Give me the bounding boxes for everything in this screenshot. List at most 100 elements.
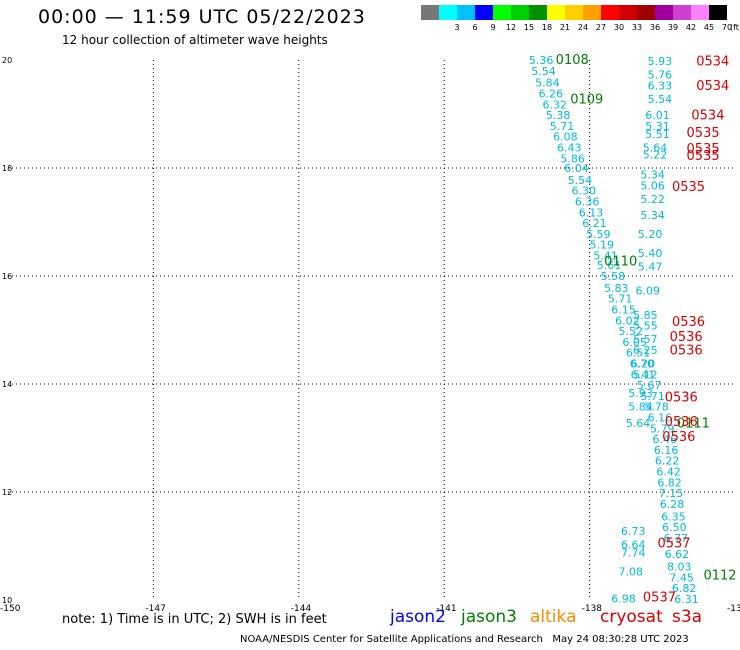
track-id-label: 0111	[677, 416, 710, 431]
longitude-label: -138	[582, 604, 603, 614]
wave-height-value: 5.31	[645, 120, 670, 133]
legend-label: 12	[505, 23, 517, 32]
wave-height-value: 6.51	[626, 347, 651, 360]
wave-height-value: 6.26	[539, 87, 564, 100]
wave-height-value: 6.98	[611, 592, 636, 605]
wave-height-value: 5.71	[640, 390, 665, 403]
wave-height-value: 5.64	[626, 417, 651, 430]
longitude-label: -144	[291, 604, 312, 614]
track-id-label: 0536	[662, 430, 695, 445]
latitude-label: 14	[2, 380, 12, 389]
wave-height-value: 6.43	[557, 141, 582, 154]
wave-height-value: 6.77	[664, 532, 689, 545]
legend-label: 30	[613, 23, 625, 32]
legend-swatch	[511, 5, 529, 20]
wave-height-value: 5.71	[550, 120, 575, 133]
wave-height-value: 5.78	[644, 401, 669, 414]
wave-height-value: 5.76	[648, 69, 673, 82]
legend-label: 36	[649, 23, 661, 32]
wave-height-value: 5.54	[531, 65, 556, 78]
track-id-label: 0536	[665, 391, 698, 406]
wave-height-value: 6.20	[631, 357, 656, 370]
wave-height-value: 5.20	[638, 228, 663, 241]
track-id-label: 0109	[570, 92, 603, 107]
legend-swatch	[421, 5, 439, 20]
legend-label: 9	[490, 23, 496, 32]
wave-height-value: 7.08	[619, 565, 644, 578]
latitude-label: 18	[2, 164, 12, 173]
wave-height-value: 5.19	[589, 239, 614, 252]
satellite-s3a: s3a	[672, 607, 703, 627]
wave-height-value: 6.04	[564, 162, 589, 175]
track-id-label: 0534	[691, 109, 724, 124]
wave-height-value: 5.84	[628, 401, 653, 414]
wave-height-value: 5.61	[597, 259, 622, 272]
wave-height-value: 6.35	[661, 510, 686, 523]
legend-swatch	[457, 5, 475, 20]
legend-label: 6	[472, 23, 478, 32]
wave-height-value: 5.86	[560, 152, 585, 165]
wave-height-value: 5.41	[593, 249, 618, 262]
legend-label: 21	[559, 23, 571, 32]
wave-height-value: 5.34	[640, 168, 665, 181]
wave-height-value: 5.58	[601, 270, 626, 283]
legend-label: 39	[667, 23, 679, 32]
wave-height-value: 5.54	[648, 93, 673, 106]
wave-height-value: 8.03	[667, 561, 692, 574]
legend-label: 70	[721, 23, 733, 32]
track-id-label: 0536	[672, 315, 705, 330]
wave-height-value: 5.51	[645, 128, 670, 141]
map-subtitle: 12 hour collection of altimeter wave hei…	[62, 33, 328, 47]
longitude-label: -147	[145, 604, 165, 614]
wave-height-value: 6.33	[648, 79, 673, 92]
track-id-label: 0535	[687, 126, 720, 141]
legend-swatch	[709, 5, 727, 20]
wave-height-value: 6.01	[645, 109, 670, 122]
satellite-jason3: jason3	[461, 607, 517, 627]
track-id-label: 0537	[643, 590, 676, 605]
wave-height-value: 6.22	[655, 455, 680, 468]
wave-height-value: 6.70	[630, 357, 655, 370]
latitude-label: 10	[2, 596, 12, 605]
track-id-label: 0112	[703, 569, 736, 584]
wave-height-value: 5.12	[633, 368, 658, 381]
track-id-label: 0110	[604, 254, 637, 269]
track-id-label: 0535	[687, 142, 720, 157]
footer-credit: NOAA/NESDIS Center for Satellite Applica…	[240, 634, 689, 645]
wave-height-value: 5.06	[640, 179, 665, 192]
satellite-jason2: jason2	[390, 607, 446, 627]
wave-height-value: 6.30	[572, 185, 597, 198]
wave-height-value: 6.21	[582, 217, 607, 230]
wave-height-value: 6.62	[665, 548, 690, 561]
wave-height-value: 6.46	[652, 433, 677, 446]
legend-swatch	[655, 5, 673, 20]
wave-height-value: 6.42	[656, 465, 681, 478]
map-title: 00:00 — 11:59 UTC 05/22/2023	[38, 6, 366, 28]
legend-label: 3	[454, 23, 460, 32]
wave-height-value: 5.64	[643, 141, 668, 154]
legend-label: 42	[685, 23, 697, 32]
wave-height-value: 6.16	[648, 411, 673, 424]
wave-height-value: 5.55	[633, 320, 658, 333]
wave-height-value: 5.36	[529, 54, 554, 67]
wave-height-value: 5.79	[650, 422, 675, 435]
latitude-label: 16	[2, 272, 12, 281]
wave-height-value: 6.50	[662, 521, 687, 534]
track-id-label: 0536	[670, 344, 703, 359]
track-id-label: 0535	[687, 149, 720, 164]
legend-swatch	[601, 5, 619, 20]
wave-height-value: 5.85	[633, 309, 658, 322]
wave-height-value: 5.22	[640, 193, 665, 206]
longitude-label: -150	[0, 604, 21, 614]
wave-height-value: 6.15	[611, 303, 636, 316]
legend-unit: (ft)	[729, 23, 740, 32]
wave-height-value: 5.84	[535, 77, 560, 90]
legend-swatch	[583, 5, 601, 20]
wave-height-value: 5.93	[648, 55, 673, 68]
longitude-label: -135	[727, 604, 740, 614]
wave-height-value: 6.64	[621, 538, 646, 551]
latitude-label: 12	[2, 488, 12, 497]
legend-label: 33	[631, 23, 643, 32]
legend-label: 27	[595, 23, 607, 32]
wave-height-value: 6.28	[660, 498, 685, 511]
